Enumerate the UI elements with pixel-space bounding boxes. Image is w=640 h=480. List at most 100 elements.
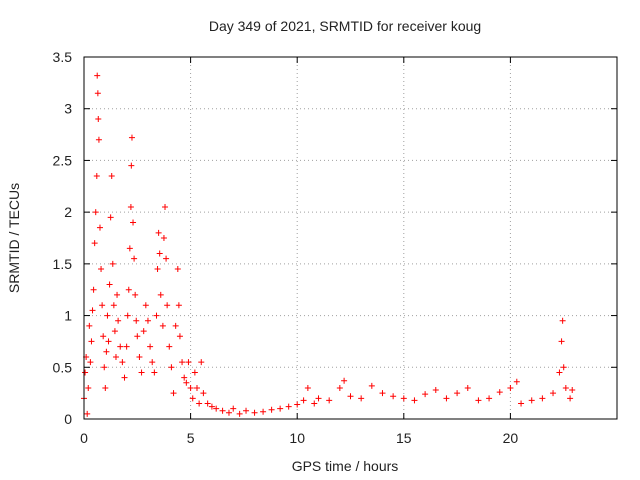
data-point [147,343,154,350]
data-point [154,266,161,273]
data-point [294,401,301,408]
data-point [300,397,307,404]
data-point [379,390,386,397]
data-point [496,389,503,396]
data-point [114,291,121,298]
data-point [100,333,107,340]
data-point [123,343,130,350]
data-point [140,328,147,335]
data-point [155,229,162,236]
data-point [115,317,122,324]
data-point [183,379,190,386]
data-point [513,378,520,385]
data-point [101,364,108,371]
data-point [87,359,94,366]
data-point [98,266,105,273]
data-point [94,90,101,97]
data-point [400,395,407,402]
x-tick-label: 0 [80,430,88,446]
data-point [358,395,365,402]
data-point [251,409,258,416]
data-point [454,390,461,397]
data-point [268,406,275,413]
data-point [85,384,92,391]
data-point [236,410,243,417]
data-point [93,172,100,179]
data-point [99,302,106,309]
data-point [166,343,173,350]
data-point [185,359,192,366]
data-point [200,390,207,397]
y-tick-label: 0 [64,411,72,427]
data-point [204,400,211,407]
y-tick-label: 3 [64,101,72,117]
data-point [174,266,181,273]
data-point [128,162,135,169]
data-point [112,353,119,360]
data-point [131,255,138,262]
data-point [132,291,139,298]
data-point [181,374,188,381]
data-point [88,338,95,345]
data-point [285,403,292,410]
data-point [110,302,117,309]
data-point [102,384,109,391]
data-point [92,209,99,216]
data-point [326,397,333,404]
data-point [172,322,179,329]
data-point [507,384,514,391]
data-point [528,397,535,404]
data-point [125,286,132,293]
data-point [193,384,200,391]
data-point [163,255,170,262]
x-tick-label: 5 [187,430,195,446]
data-point [151,369,158,376]
data-point [164,302,171,309]
data-point [562,384,569,391]
data-point [153,312,160,319]
data-point [106,281,113,288]
data-point [96,224,103,231]
data-point [187,384,194,391]
data-point [119,359,126,366]
data-point [550,390,557,397]
data-point [117,343,124,350]
data-point [103,348,110,355]
data-point [127,203,134,210]
data-point [82,369,89,376]
y-tick-label: 0.5 [53,359,73,375]
data-point [160,235,167,241]
data-point [277,405,284,412]
data-point [304,384,311,391]
data-point [105,338,112,345]
data-point [95,116,102,123]
data-point [94,72,101,79]
data-point [422,391,429,398]
data-point [243,407,250,414]
plot-frame [83,56,618,420]
data-point [157,291,164,298]
data-point [390,393,397,400]
data-points [81,72,576,417]
y-tick-label: 2.5 [53,152,73,168]
data-point [133,317,140,324]
data-point [91,240,98,247]
x-tick-label: 20 [503,430,519,446]
x-tick-label: 10 [289,430,305,446]
data-point [86,322,93,329]
data-point [121,374,128,381]
data-point [208,403,215,410]
data-point [142,302,149,309]
data-point [518,400,525,407]
data-point [539,395,546,402]
data-point [336,384,343,391]
data-point [89,307,96,314]
data-point [567,395,574,402]
data-point [213,405,220,412]
data-point [104,312,111,319]
y-tick-label: 1 [64,308,72,324]
data-point [149,359,156,366]
data-point [111,328,118,335]
data-point [219,407,226,414]
